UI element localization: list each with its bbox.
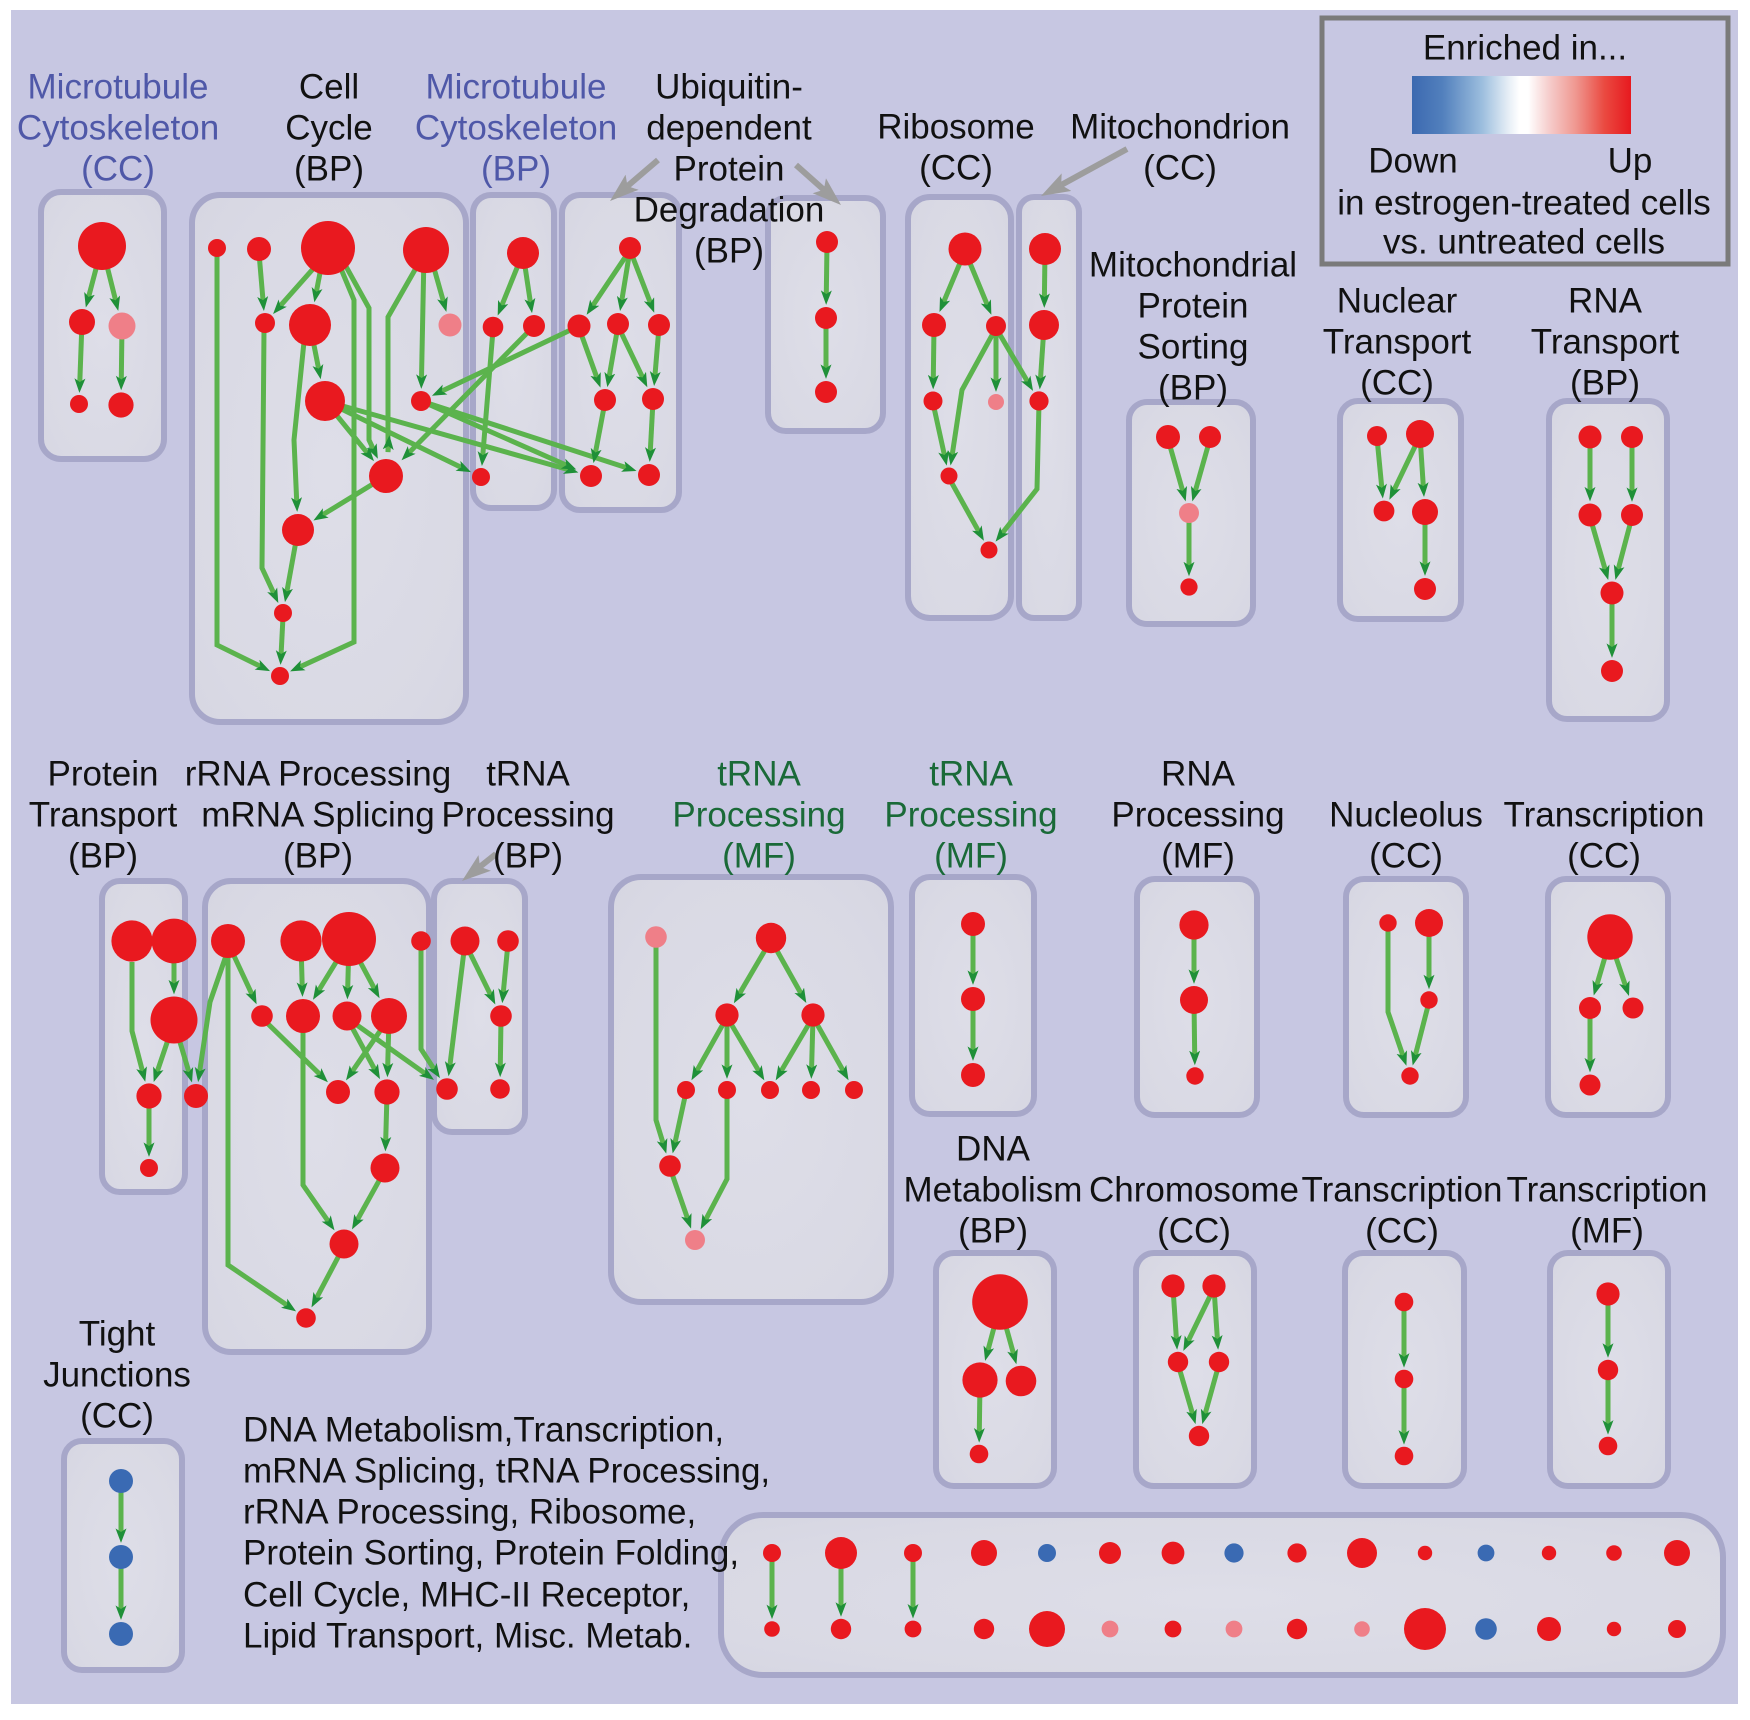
svg-text:Transcription: Transcription: [1302, 1171, 1503, 1210]
svg-text:(BP): (BP): [294, 150, 364, 189]
svg-text:Processing: Processing: [1111, 796, 1284, 835]
svg-text:Cytoskeleton: Cytoskeleton: [17, 109, 219, 148]
svg-text:Processing: Processing: [672, 796, 845, 835]
svg-text:Cell: Cell: [299, 68, 359, 107]
svg-text:in estrogen-treated cells: in estrogen-treated cells: [1337, 184, 1711, 223]
svg-text:(MF): (MF): [1570, 1212, 1644, 1251]
svg-text:Protein: Protein: [48, 755, 159, 794]
svg-text:(BP): (BP): [1158, 369, 1228, 408]
svg-text:(CC): (CC): [81, 150, 155, 189]
svg-text:Microtubule: Microtubule: [28, 68, 209, 107]
svg-text:Nuclear: Nuclear: [1337, 282, 1458, 321]
svg-text:Lipid Transport, Misc. Metab.: Lipid Transport, Misc. Metab.: [243, 1617, 692, 1656]
svg-text:Enriched in...: Enriched in...: [1423, 29, 1627, 68]
svg-text:Degradation: Degradation: [634, 191, 825, 230]
svg-text:Transport: Transport: [1531, 323, 1680, 362]
svg-text:Metabolism: Metabolism: [904, 1171, 1083, 1210]
svg-text:DNA Metabolism,Transcription,: DNA Metabolism,Transcription,: [243, 1411, 724, 1450]
svg-text:(MF): (MF): [1161, 837, 1235, 876]
svg-text:(CC): (CC): [1157, 1212, 1231, 1251]
svg-text:Up: Up: [1608, 142, 1653, 181]
svg-text:Transport: Transport: [1323, 323, 1472, 362]
svg-text:Cell Cycle, MHC-II Receptor,: Cell Cycle, MHC-II Receptor,: [243, 1576, 690, 1615]
svg-text:(BP): (BP): [493, 837, 563, 876]
svg-text:mRNA Splicing, tRNA Processing: mRNA Splicing, tRNA Processing,: [243, 1452, 770, 1491]
svg-text:Transcription: Transcription: [1507, 1171, 1708, 1210]
svg-text:rRNA Processing, Ribosome,: rRNA Processing, Ribosome,: [243, 1493, 696, 1532]
svg-text:Transport: Transport: [29, 796, 178, 835]
svg-text:(CC): (CC): [80, 1397, 154, 1436]
svg-text:Sorting: Sorting: [1138, 328, 1249, 367]
svg-text:Mitochondrion: Mitochondrion: [1070, 108, 1290, 147]
svg-text:(CC): (CC): [1369, 837, 1443, 876]
svg-text:(BP): (BP): [283, 837, 353, 876]
svg-text:Protein: Protein: [674, 150, 785, 189]
svg-text:(BP): (BP): [958, 1212, 1028, 1251]
svg-text:Protein Sorting, Protein Foldi: Protein Sorting, Protein Folding,: [243, 1534, 739, 1573]
svg-text:Processing: Processing: [884, 796, 1057, 835]
svg-text:(CC): (CC): [919, 149, 993, 188]
svg-text:RNA: RNA: [1161, 755, 1236, 794]
svg-text:(CC): (CC): [1360, 364, 1434, 403]
svg-text:DNA: DNA: [956, 1130, 1031, 1169]
svg-text:Mitochondrial: Mitochondrial: [1089, 246, 1297, 285]
svg-text:Junctions: Junctions: [43, 1356, 191, 1395]
svg-text:rRNA Processing: rRNA Processing: [185, 755, 451, 794]
svg-text:tRNA: tRNA: [717, 755, 801, 794]
svg-text:Nucleolus: Nucleolus: [1329, 796, 1483, 835]
svg-text:(BP): (BP): [694, 232, 764, 271]
svg-text:Ubiquitin-: Ubiquitin-: [655, 68, 803, 107]
svg-text:Cycle: Cycle: [285, 109, 373, 148]
svg-text:(CC): (CC): [1365, 1212, 1439, 1251]
svg-text:Processing: Processing: [441, 796, 614, 835]
svg-text:Down: Down: [1368, 142, 1457, 181]
svg-text:(MF): (MF): [722, 837, 796, 876]
svg-text:Transcription: Transcription: [1504, 796, 1705, 835]
svg-text:(BP): (BP): [68, 837, 138, 876]
svg-text:Tight: Tight: [79, 1315, 156, 1354]
svg-text:(BP): (BP): [1570, 364, 1640, 403]
svg-text:tRNA: tRNA: [929, 755, 1013, 794]
svg-text:vs. untreated cells: vs. untreated cells: [1383, 223, 1665, 262]
svg-text:tRNA: tRNA: [486, 755, 570, 794]
svg-text:Cytoskeleton: Cytoskeleton: [415, 109, 617, 148]
svg-text:(CC): (CC): [1567, 837, 1641, 876]
svg-text:mRNA Splicing: mRNA Splicing: [201, 796, 434, 835]
svg-text:Chromosome: Chromosome: [1089, 1171, 1299, 1210]
svg-text:(MF): (MF): [934, 837, 1008, 876]
svg-text:Protein: Protein: [1138, 287, 1249, 326]
svg-text:Ribosome: Ribosome: [877, 108, 1035, 147]
svg-text:(BP): (BP): [481, 150, 551, 189]
svg-text:(CC): (CC): [1143, 149, 1217, 188]
svg-text:Microtubule: Microtubule: [426, 68, 607, 107]
svg-text:RNA: RNA: [1568, 282, 1643, 321]
svg-text:dependent: dependent: [646, 109, 812, 148]
